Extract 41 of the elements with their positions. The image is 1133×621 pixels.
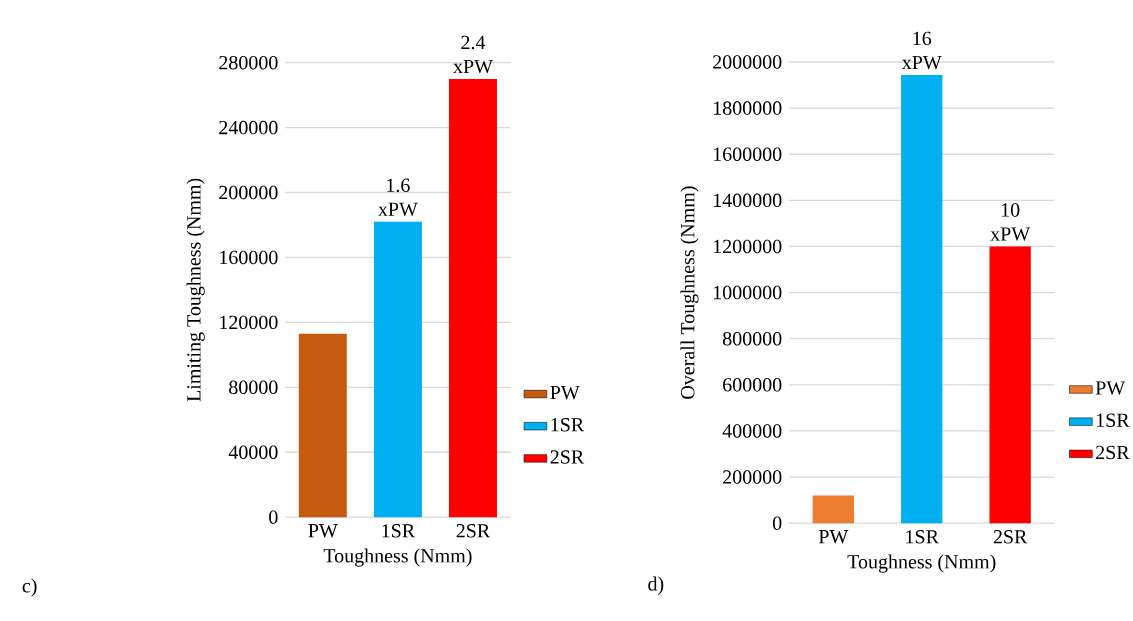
annotation: 10 xPW [990, 203, 1031, 241]
y-tick-label: 400000 [722, 424, 782, 438]
y-tick-label: 1200000 [713, 239, 782, 254]
y-tick-label: 1800000 [713, 101, 782, 115]
annotation: 16 xPW [901, 31, 942, 70]
text: c) [22, 578, 37, 597]
annotation: 1.6 xPW [378, 178, 418, 217]
y-tick-label: 160000 [220, 250, 278, 265]
legend-label: PW [1095, 381, 1126, 395]
y-tick-label: 40000 [228, 445, 278, 459]
x-tick-label: 1SR [906, 530, 939, 544]
y-tick-label: 600000 [723, 378, 782, 392]
x-tick-label: 1SR [382, 524, 416, 538]
x-tick-label: PW [818, 530, 849, 544]
y-tick-label: 2000000 [713, 55, 782, 69]
y-axis-title: Overall Toughness (Nmm) [680, 186, 699, 399]
y-tick-label: 280000 [219, 55, 278, 70]
x-tick-label: PW [308, 524, 338, 538]
x-tick-label: 2SR [993, 530, 1028, 544]
annotation: 2.4 xPW [453, 35, 493, 74]
y-tick-label: 200000 [723, 470, 782, 484]
legend-label: PW [550, 385, 580, 400]
legend-label: 2SR [1096, 445, 1130, 460]
y-tick-label: 800000 [722, 331, 782, 346]
y-tick-label: 200000 [219, 185, 278, 200]
y-tick-label: 240000 [219, 120, 278, 135]
x-axis-title: Toughness (Nmm) [847, 554, 996, 573]
y-tick-label: 1000000 [713, 285, 782, 300]
y-tick-label: 80000 [229, 380, 278, 394]
y-axis-title: Limiting Toughness (Nmm) [186, 178, 205, 402]
x-tick-label: 2SR [456, 524, 491, 538]
legend-label: 1SR [551, 418, 585, 432]
y-tick-label: 1400000 [713, 193, 782, 208]
y-tick-label: 1600000 [713, 147, 782, 161]
legend-label: 1SR [1096, 413, 1130, 427]
y-tick-label: 0 [269, 510, 278, 524]
y-tick-label: 0 [772, 516, 782, 530]
x-axis-title: Toughness (Nmm) [323, 548, 472, 567]
text: d) [648, 576, 664, 595]
y-tick-label: 120000 [220, 315, 278, 330]
legend-label: 2SR [550, 450, 585, 464]
